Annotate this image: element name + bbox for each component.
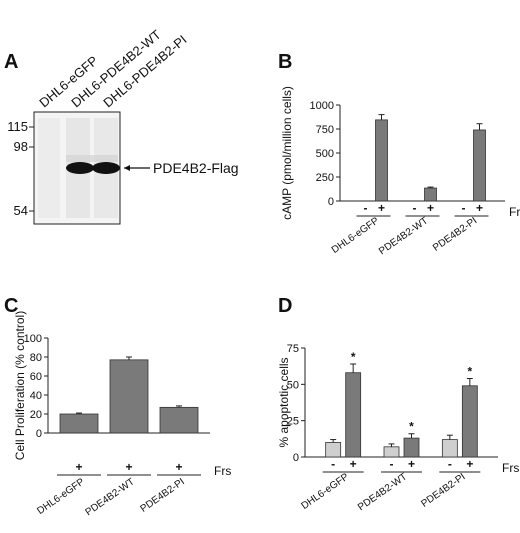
frs-sign-label: -	[413, 201, 417, 215]
chart-panel-b: B 0 250 500 750 1000 cAMP (pmol/million cells)…	[278, 51, 520, 257]
frs-sign-label: +	[408, 457, 415, 471]
y-tick-label: 750	[316, 124, 334, 136]
category-label: DHL6-eGFP	[35, 476, 87, 517]
category-label: PDE4B2-WT	[84, 476, 137, 518]
y-tick-label: 75	[287, 343, 299, 355]
bar	[345, 372, 362, 458]
significance-marker: *	[409, 420, 414, 434]
blot-band	[66, 162, 94, 174]
bar	[441, 439, 458, 458]
category-label: DHL6-eGFP	[300, 471, 352, 512]
frs-label: Frs	[502, 461, 519, 475]
category-label: PDE4B2-WT	[356, 471, 409, 513]
bar	[109, 359, 149, 434]
category-label: PDE4B2-PI	[431, 215, 479, 253]
frs-sign-label: +	[75, 460, 82, 474]
frs-sign-label: +	[378, 201, 385, 215]
bar	[461, 385, 478, 458]
blot-smear	[66, 155, 118, 162]
y-tick-label: 40	[30, 390, 42, 402]
frs-label: Frs	[214, 464, 231, 478]
category-label: PDE4B2-PI	[419, 471, 467, 509]
y-tick-label: 80	[30, 352, 42, 364]
band-label: PDE4B2-Flag	[153, 160, 239, 176]
frs-sign-label: -	[390, 457, 394, 471]
blot-lane-background	[38, 118, 60, 218]
y-axis-label: Cell Proliferation (% control)	[13, 311, 27, 460]
y-tick-label: 25	[287, 416, 299, 428]
frs-sign-label: +	[350, 457, 357, 471]
panel-letter: D	[278, 295, 292, 317]
category-label: PDE4B2-WT	[377, 215, 430, 257]
frs-sign-label: -	[331, 457, 335, 471]
y-tick-label: 250	[316, 172, 334, 184]
y-axis-label: % apoptotic cells	[277, 357, 291, 447]
bar	[375, 119, 388, 202]
panel-letter: B	[278, 51, 292, 73]
bar	[325, 442, 342, 458]
bar	[403, 437, 420, 458]
y-tick-label: 60	[30, 371, 42, 383]
frs-sign-label: -	[448, 457, 452, 471]
y-tick-label: 0	[328, 196, 334, 208]
frs-sign-label: -	[462, 201, 466, 215]
frs-sign-label: -	[364, 201, 368, 215]
mw-marker-label: 98	[14, 139, 28, 154]
significance-marker: *	[351, 350, 356, 364]
panel-a-letter: A	[4, 51, 18, 73]
y-tick-label: 0	[36, 428, 42, 440]
y-axis-label: cAMP (pmol/million cells)	[280, 86, 294, 220]
bar	[383, 446, 400, 458]
frs-sign-label: +	[175, 460, 182, 474]
arrow-head-icon	[124, 165, 130, 171]
y-tick-label: 500	[316, 148, 334, 160]
frs-sign-label: +	[466, 457, 473, 471]
panel-letter: C	[4, 295, 18, 317]
y-tick-label: 50	[287, 379, 299, 391]
bar	[473, 129, 486, 202]
bar	[59, 413, 99, 434]
bar	[424, 187, 437, 202]
category-label: DHL6-eGFP	[330, 215, 382, 256]
frs-label: Frs	[509, 205, 520, 219]
significance-marker: *	[467, 365, 472, 379]
y-tick-label: 1000	[310, 100, 334, 112]
panel-a: A DHL6-eGFP DHL6-PDE4B2-WT DHL6-PDE4B2-P…	[4, 27, 239, 225]
mw-marker-label: 54	[14, 203, 28, 218]
bar	[159, 406, 199, 434]
y-tick-label: 100	[24, 333, 42, 345]
mw-marker-label: 115	[7, 119, 28, 134]
frs-sign-label: +	[125, 460, 132, 474]
frs-sign-label: +	[427, 201, 434, 215]
category-label: PDE4B2-PI	[139, 476, 187, 514]
frs-sign-label: +	[476, 201, 483, 215]
y-tick-label: 20	[30, 409, 42, 421]
y-tick-label: 0	[293, 452, 299, 464]
blot-band	[92, 162, 120, 174]
